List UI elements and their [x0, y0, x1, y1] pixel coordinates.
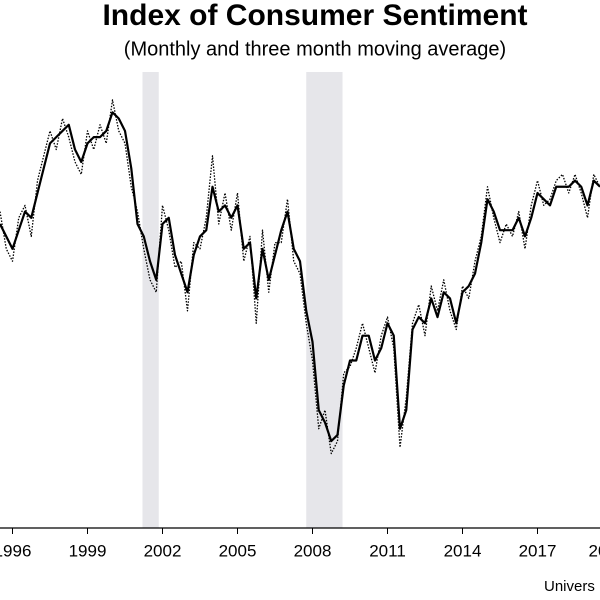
x-tick-label: 2014 — [444, 541, 482, 560]
dotted-line — [0, 99, 600, 455]
chart-subtitle: (Monthly and three month moving average) — [124, 38, 506, 60]
x-tick-label: 202 — [589, 541, 600, 560]
x-tick-label: 1999 — [69, 541, 107, 560]
recession-band — [142, 72, 159, 528]
x-tick-label: 2002 — [144, 541, 182, 560]
x-tick-label: 2017 — [519, 541, 557, 560]
solid-line — [0, 111, 600, 443]
source: Univers — [544, 578, 595, 595]
x-tick-label: 2008 — [294, 541, 332, 560]
x-tick-label: 2011 — [369, 541, 406, 560]
recession-band — [306, 72, 343, 528]
x-tick-label: 2005 — [219, 541, 257, 560]
plot-area: 1996 1999 2002 2005 2008 2011 2014 2017 202 — [0, 72, 600, 560]
x-tick-label: 1996 — [0, 541, 31, 560]
chart-title: Index of Consumer Sentiment — [102, 0, 527, 32]
